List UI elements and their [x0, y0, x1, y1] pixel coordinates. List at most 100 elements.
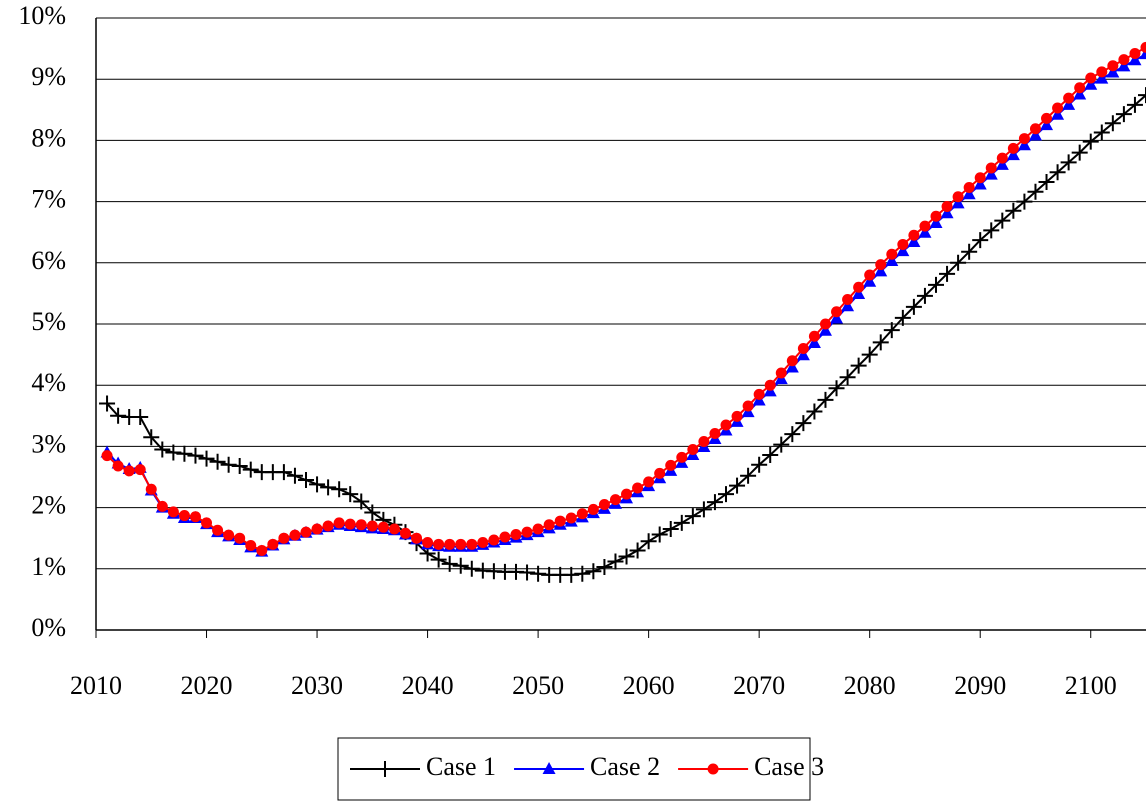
marker	[939, 265, 956, 282]
marker	[198, 450, 215, 467]
marker	[187, 447, 204, 464]
y-tick-label: 1%	[31, 552, 66, 581]
marker	[532, 523, 544, 535]
y-tick-label: 6%	[31, 246, 66, 275]
marker	[143, 429, 160, 446]
legend: Case 1 Case 2 Case 3	[337, 737, 824, 801]
marker	[950, 254, 967, 271]
marker	[322, 520, 334, 532]
marker	[145, 483, 157, 495]
marker	[1115, 106, 1132, 123]
marker	[256, 544, 268, 556]
marker	[189, 511, 201, 523]
marker	[499, 531, 511, 543]
marker	[853, 281, 865, 293]
marker	[576, 508, 588, 520]
marker	[278, 532, 290, 544]
marker	[1038, 174, 1055, 191]
marker	[267, 538, 279, 550]
marker	[1049, 164, 1066, 181]
marker	[896, 244, 910, 257]
marker	[874, 264, 888, 277]
marker	[928, 276, 944, 293]
marker	[455, 538, 467, 550]
marker	[885, 253, 899, 266]
marker	[1138, 87, 1146, 104]
marker	[961, 243, 978, 260]
marker	[1005, 202, 1022, 219]
marker	[807, 335, 821, 348]
series	[99, 87, 1146, 583]
y-tick-label: 8%	[31, 123, 66, 152]
marker	[1128, 53, 1142, 66]
marker	[818, 323, 832, 336]
marker	[720, 419, 732, 431]
marker	[587, 503, 599, 515]
marker	[388, 523, 400, 535]
marker	[1117, 59, 1131, 72]
marker	[762, 446, 779, 463]
marker	[764, 379, 776, 391]
marker	[344, 518, 356, 530]
marker	[985, 162, 997, 174]
marker	[110, 407, 127, 424]
marker	[695, 501, 712, 518]
marker	[1007, 142, 1019, 154]
marker	[596, 558, 613, 575]
series-line	[106, 53, 1146, 553]
marker	[430, 551, 447, 568]
marker	[707, 763, 719, 775]
marker	[706, 494, 723, 511]
marker	[1106, 65, 1120, 78]
marker	[441, 555, 458, 572]
marker	[863, 274, 877, 287]
marker	[399, 527, 411, 539]
marker	[740, 467, 757, 484]
marker	[963, 182, 975, 194]
y-tick-label: 2%	[31, 491, 66, 520]
marker	[477, 536, 489, 548]
marker	[640, 533, 657, 550]
marker	[1084, 77, 1098, 90]
marker	[488, 534, 500, 546]
marker	[1107, 60, 1119, 72]
marker	[729, 477, 746, 494]
marker	[585, 563, 602, 580]
legend-label: Case 1	[426, 752, 496, 781]
marker	[753, 388, 765, 400]
marker	[1016, 193, 1033, 210]
marker	[1082, 133, 1099, 150]
marker	[563, 566, 580, 583]
marker	[808, 330, 820, 342]
marker	[201, 517, 213, 529]
marker	[377, 761, 393, 777]
marker	[112, 460, 124, 472]
marker	[1118, 54, 1130, 66]
marker	[819, 318, 831, 330]
marker	[894, 309, 911, 326]
y-tick-label: 5%	[31, 307, 66, 336]
marker	[643, 476, 655, 488]
marker	[1126, 96, 1143, 113]
marker	[178, 510, 190, 522]
marker	[872, 334, 889, 351]
marker	[797, 342, 809, 354]
series	[100, 47, 1146, 557]
marker	[883, 322, 900, 339]
marker	[908, 229, 920, 241]
marker	[1052, 102, 1064, 114]
marker	[1074, 82, 1086, 94]
marker	[864, 269, 876, 281]
marker	[1018, 133, 1030, 145]
x-tick-label: 2100	[1065, 671, 1117, 700]
marker	[973, 177, 987, 190]
marker	[929, 216, 943, 229]
marker	[687, 443, 699, 455]
marker	[298, 472, 314, 489]
x-tick-label: 2090	[954, 671, 1006, 700]
marker	[1029, 123, 1041, 135]
marker	[543, 519, 555, 531]
x-tick-label: 2010	[70, 671, 122, 700]
